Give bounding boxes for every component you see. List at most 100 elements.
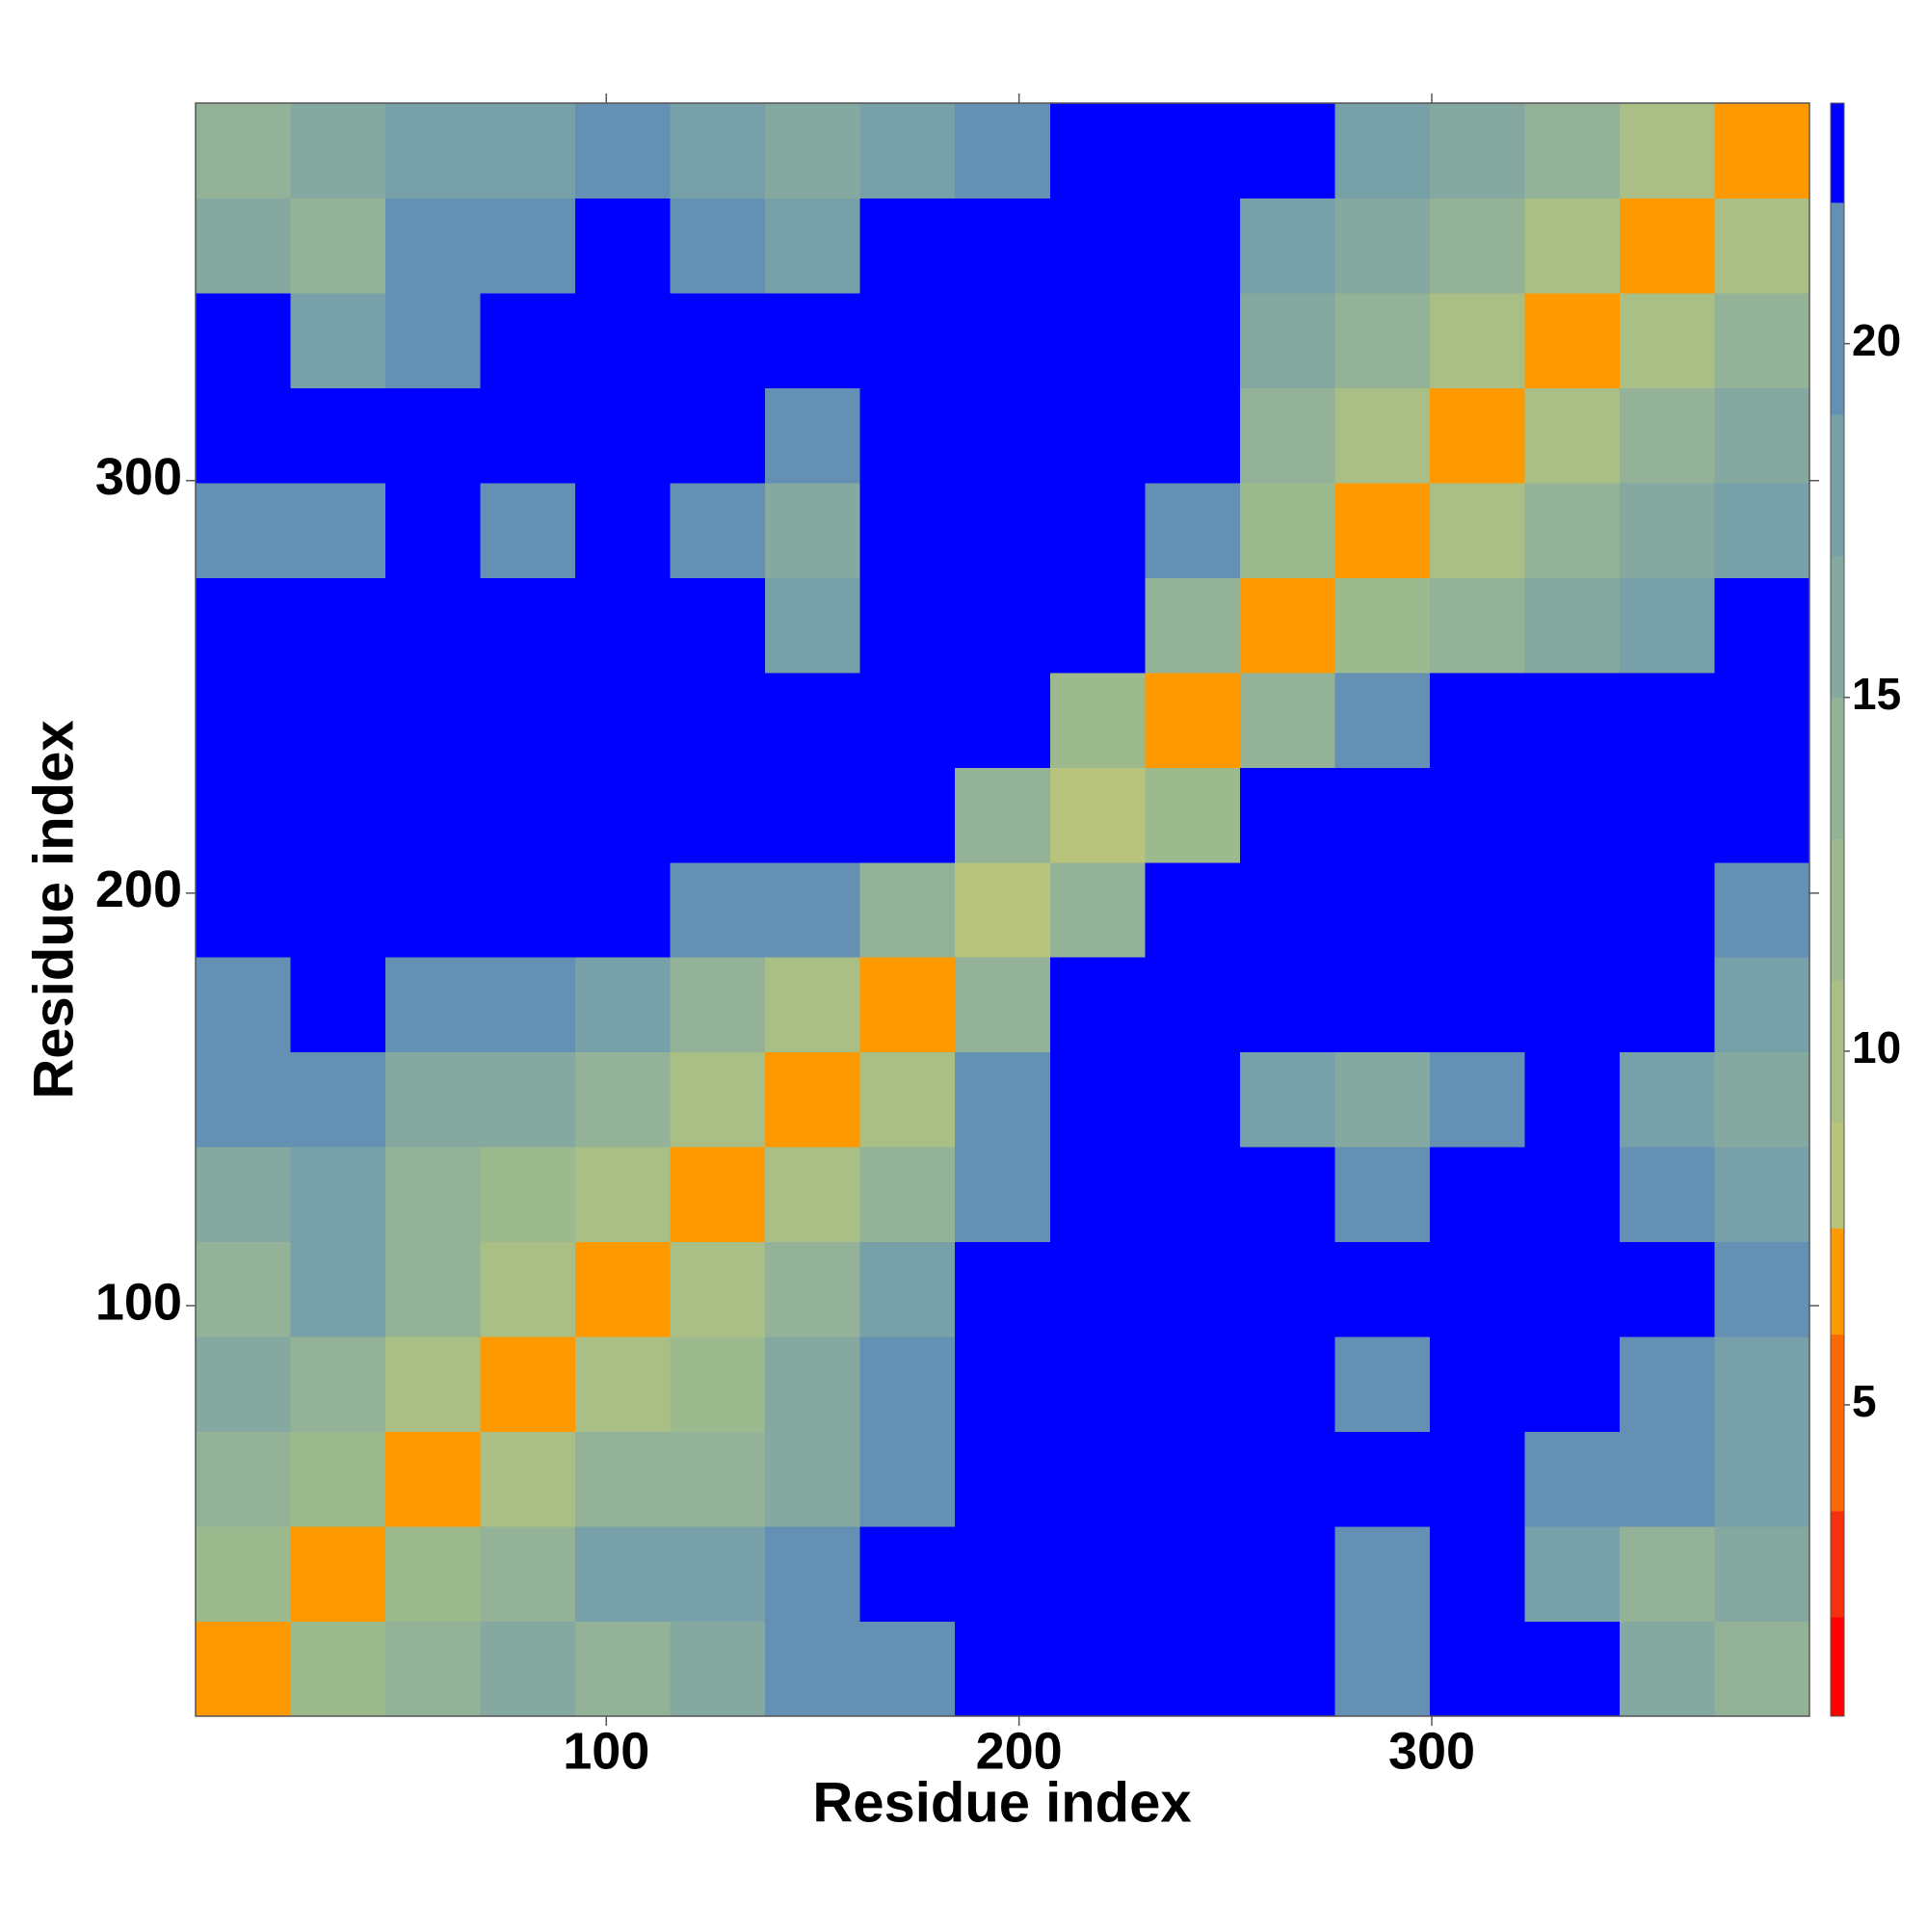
heatmap-cell (1145, 1241, 1241, 1337)
heatmap-cell (1145, 1431, 1241, 1527)
heatmap-cell (859, 957, 956, 1053)
heatmap-cell (480, 1431, 576, 1527)
heatmap-cell (1429, 1051, 1525, 1148)
heatmap-cell (290, 957, 386, 1053)
heatmap-cell (1145, 767, 1241, 863)
heatmap-cell (290, 1526, 386, 1623)
heatmap-cell (670, 1526, 766, 1623)
colorbar-segment (1831, 1122, 1844, 1229)
heatmap-cell (1239, 957, 1335, 1053)
heatmap-cell (385, 1147, 482, 1243)
heatmap-cell (670, 577, 766, 674)
heatmap-cell (1239, 767, 1335, 863)
heatmap-cell (196, 1051, 292, 1148)
heatmap-cell (1619, 861, 1715, 958)
heatmap-cell (385, 861, 482, 958)
heatmap-cell (670, 767, 766, 863)
heatmap-cell (1334, 103, 1431, 198)
colorbar-segment (1831, 838, 1844, 981)
heatmap-cell (670, 957, 766, 1053)
colorbar-segment (1831, 1334, 1844, 1512)
x-axis-label: Residue index (812, 1771, 1191, 1834)
heatmap-cell (1619, 957, 1715, 1053)
heatmap-cell (575, 1337, 672, 1433)
heatmap-cell (575, 767, 672, 863)
heatmap-cell (196, 1337, 292, 1433)
heatmap-cell (859, 1431, 956, 1527)
heatmap-cell (1049, 1526, 1146, 1623)
heatmap-cell (480, 957, 576, 1053)
heatmap-cell (480, 292, 576, 388)
colorbar-tick-label: 15 (1852, 669, 1901, 719)
colorbar-segment (1831, 555, 1844, 699)
heatmap-cell (575, 292, 672, 388)
heatmap-cell (1524, 1431, 1621, 1527)
y-tick-label: 100 (95, 1273, 182, 1331)
heatmap-cell (1714, 577, 1810, 674)
colorbar-frame (1830, 102, 1845, 1717)
heatmap-cell (1334, 577, 1431, 674)
heatmap-cell (859, 1621, 956, 1717)
heatmap-cell (480, 1337, 576, 1433)
heatmap-cell (385, 292, 482, 388)
heatmap-cell (955, 577, 1051, 674)
heatmap-cell (1429, 198, 1525, 294)
colorbar-segment (1831, 980, 1844, 1123)
heatmap-cell (765, 577, 861, 674)
heatmap-cell (1429, 1337, 1525, 1433)
heatmap-cell (1714, 103, 1810, 198)
heatmap-cell (1429, 861, 1525, 958)
heatmap-cell (1619, 1147, 1715, 1243)
heatmap-cell (290, 1147, 386, 1243)
heatmap-cell (290, 577, 386, 674)
heatmap-cell (1239, 672, 1335, 768)
heatmap-cell (1429, 387, 1525, 484)
heatmap-cell (1049, 1241, 1146, 1337)
heatmap-cell (955, 1241, 1051, 1337)
heatmap-cell (196, 577, 292, 674)
heatmap-cell (1524, 672, 1621, 768)
heatmap-cell (859, 198, 956, 294)
heatmap-cell (1429, 1621, 1525, 1717)
heatmap-cell (1619, 292, 1715, 388)
heatmap-cell (1429, 957, 1525, 1053)
heatmap-cell (1239, 1526, 1335, 1623)
heatmap-cell (670, 1337, 766, 1433)
heatmap-cell (480, 1241, 576, 1337)
colorbar-tick-label: 5 (1852, 1376, 1877, 1426)
heatmap-cell (1524, 1147, 1621, 1243)
heatmap-cell (1239, 861, 1335, 958)
heatmap-cell (1239, 1051, 1335, 1148)
heatmap-cell (859, 1147, 956, 1243)
heatmap-cell (859, 1337, 956, 1433)
heatmap-cell (859, 861, 956, 958)
heatmap-cell (765, 1526, 861, 1623)
heatmap-cell (1524, 577, 1621, 674)
heatmap-cell (1714, 292, 1810, 388)
heatmap-cell (1334, 1621, 1431, 1717)
heatmap-cell (1145, 861, 1241, 958)
heatmap-cell (765, 1431, 861, 1527)
heatmap-cell (575, 482, 672, 578)
heatmap-cell (670, 1051, 766, 1148)
heatmap-cell (1239, 1431, 1335, 1527)
heatmap-cell (955, 861, 1051, 958)
heatmap-cell (1429, 482, 1525, 578)
colorbar-segment (1831, 1228, 1844, 1336)
heatmap-cell (1619, 577, 1715, 674)
heatmap-cell (480, 1147, 576, 1243)
heatmap-cell (1239, 1241, 1335, 1337)
heatmap-cell (1524, 1051, 1621, 1148)
heatmap-cell (196, 861, 292, 958)
heatmap-cell (1239, 577, 1335, 674)
heatmap-cell (955, 292, 1051, 388)
heatmap-cell (1049, 198, 1146, 294)
heatmap-cell (955, 198, 1051, 294)
heatmap-cell (575, 957, 672, 1053)
heatmap-cell (1049, 1051, 1146, 1148)
heatmap-cell (196, 103, 292, 198)
heatmap-cell (1049, 767, 1146, 863)
heatmap-cell (1145, 577, 1241, 674)
heatmap-cell (1049, 1431, 1146, 1527)
heatmap-cell (1714, 957, 1810, 1053)
